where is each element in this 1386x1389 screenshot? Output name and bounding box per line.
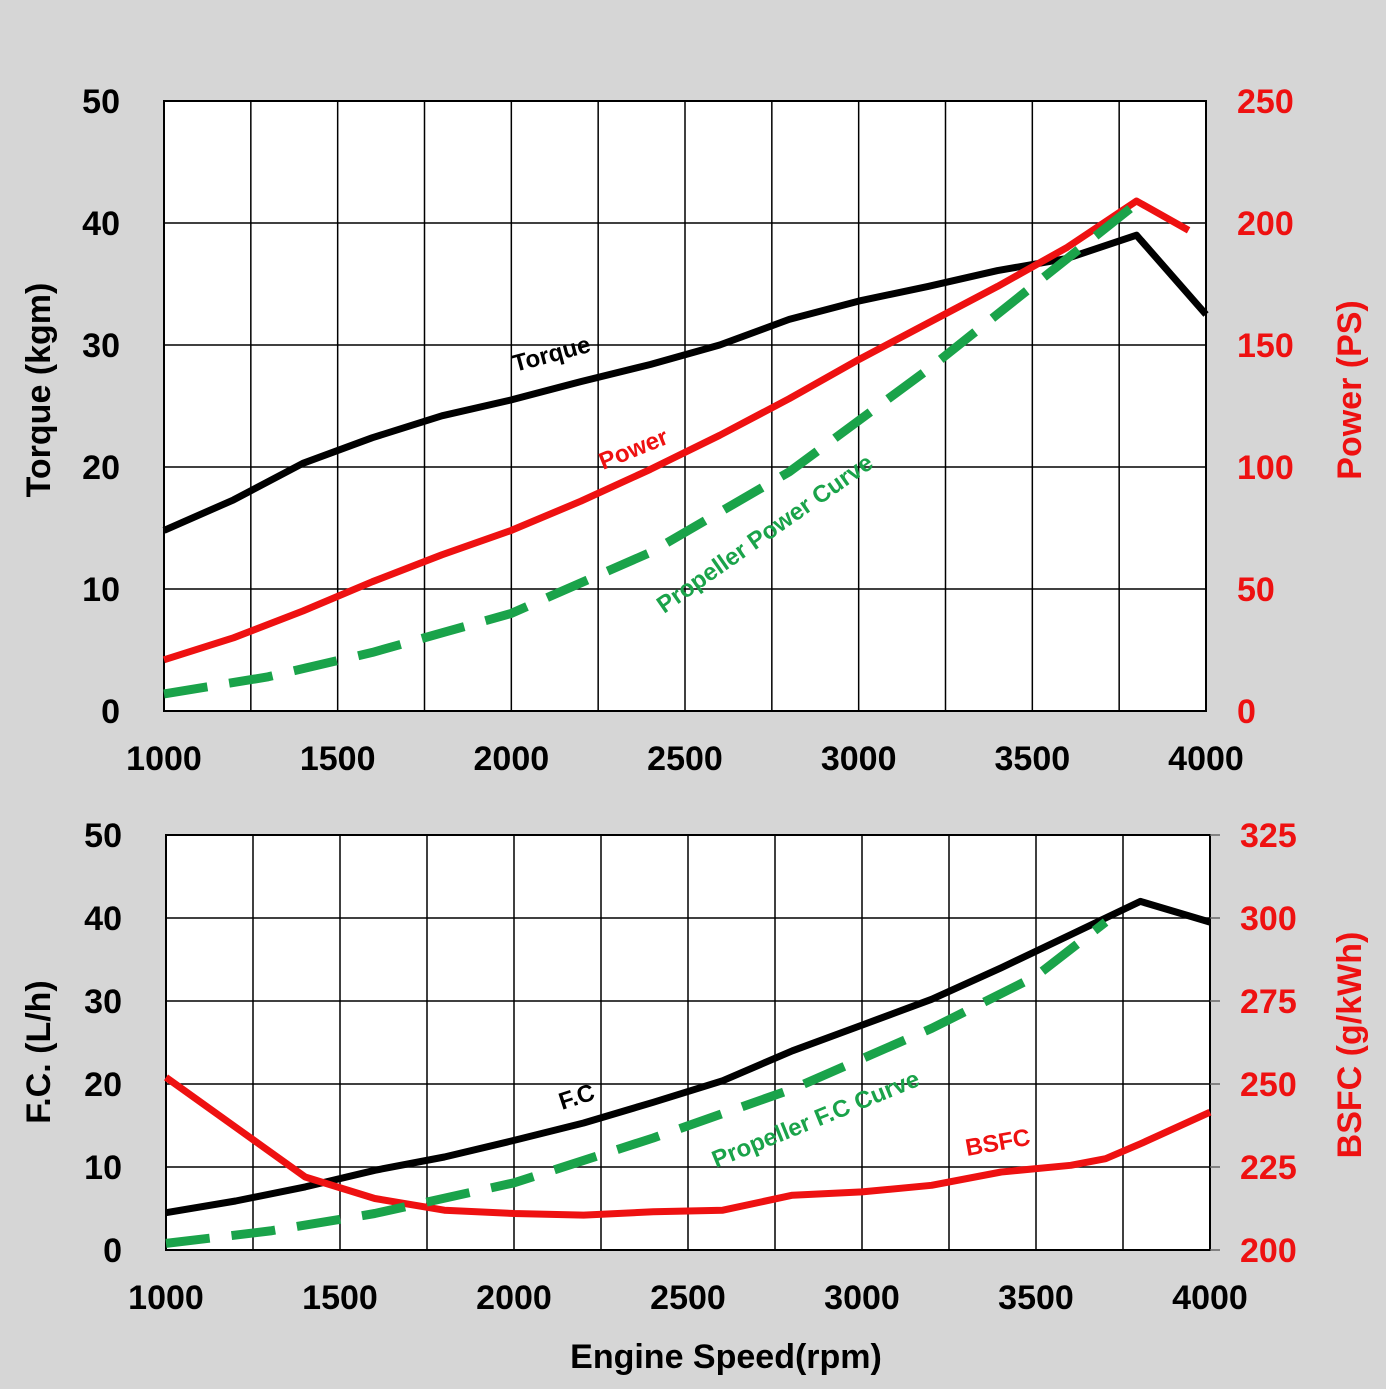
bottom-left-tick-label: 0 — [103, 1232, 122, 1270]
bottom-series — [163, 897, 1212, 1248]
bottom-right-tick-label: 200 — [1240, 1232, 1297, 1270]
bottom-x-tick-label: 1500 — [302, 1279, 378, 1317]
bottom-bsfc-line — [163, 1074, 1212, 1219]
top-series — [162, 197, 1209, 699]
top-right-tick-label: 150 — [1237, 327, 1294, 365]
bottom-left-tick-label: 10 — [84, 1149, 122, 1187]
top-left-tick-label: 50 — [82, 83, 120, 121]
bottom-x-tick-label: 3500 — [998, 1279, 1074, 1317]
bottom-x-tick-label: 3000 — [824, 1279, 900, 1317]
top-x-tick-label: 1500 — [300, 740, 376, 778]
top-x-tick-label: 3500 — [995, 740, 1071, 778]
top-right-tick-label: 100 — [1237, 449, 1294, 487]
top-right-axis-title: Power (PS) — [1331, 300, 1369, 479]
bottom-right-tick-label: 225 — [1240, 1149, 1297, 1187]
torque-power-chart: 1000 1500 2000 2500 3000 3500 4000 0 10 20 30 40 50 0… — [82, 83, 1294, 778]
top-left-axis-title: Torque (kgm) — [20, 283, 58, 498]
bottom-x-tick-label: 2000 — [476, 1279, 552, 1317]
bottom-plot-frame — [165, 834, 1211, 1251]
top-right-tick-label: 0 — [1237, 693, 1256, 731]
top-plot-frame — [163, 100, 1207, 712]
fuel-consumption-chart: 1000 1500 2000 2500 3000 3500 4000 0 10 20 30 40 50 2… — [84, 817, 1297, 1317]
bottom-right-axis-title: BSFC (g/kWh) — [1331, 932, 1369, 1159]
x-axis-title: Engine Speed(rpm) — [570, 1338, 882, 1376]
top-x-tick-label: 2500 — [647, 740, 723, 778]
bottom-right-tick-label: 325 — [1240, 817, 1297, 855]
bottom-left-tick-label: 40 — [84, 900, 122, 938]
top-x-tick-label: 3000 — [821, 740, 897, 778]
bottom-left-tick-label: 30 — [84, 983, 122, 1021]
top-left-tick-label: 10 — [82, 571, 120, 609]
top-left-tick-label: 40 — [82, 205, 120, 243]
bottom-left-axis-title: F.C. (L/h) — [20, 980, 58, 1124]
top-left-tick-label: 0 — [101, 693, 120, 731]
top-left-tick-label: 30 — [82, 327, 120, 365]
bottom-right-tick-label: 300 — [1240, 900, 1297, 938]
bottom-right-tick-label: 275 — [1240, 983, 1297, 1021]
bottom-x-tick-label: 4000 — [1172, 1279, 1248, 1317]
top-right-tick-label: 50 — [1237, 571, 1275, 609]
top-propeller-power-curve-line — [163, 199, 1140, 699]
bottom-x-tick-label: 1000 — [128, 1279, 204, 1317]
top-x-tick-label: 4000 — [1168, 740, 1244, 778]
top-left-tick-label: 20 — [82, 449, 120, 487]
top-power-line — [162, 197, 1191, 664]
top-right-tick-label: 250 — [1237, 83, 1294, 121]
bottom-left-tick-label: 20 — [84, 1066, 122, 1104]
top-x-tick-label: 2000 — [474, 740, 550, 778]
bottom-f-c-line — [165, 897, 1211, 1217]
top-right-tick-label: 200 — [1237, 205, 1294, 243]
bottom-right-tick-label: 250 — [1240, 1066, 1297, 1104]
bottom-left-tick-label: 50 — [84, 817, 122, 855]
bottom-x-tick-label: 2500 — [650, 1279, 726, 1317]
bottom-propeller-f-c-curve-line — [165, 918, 1109, 1248]
top-x-tick-label: 1000 — [126, 740, 202, 778]
